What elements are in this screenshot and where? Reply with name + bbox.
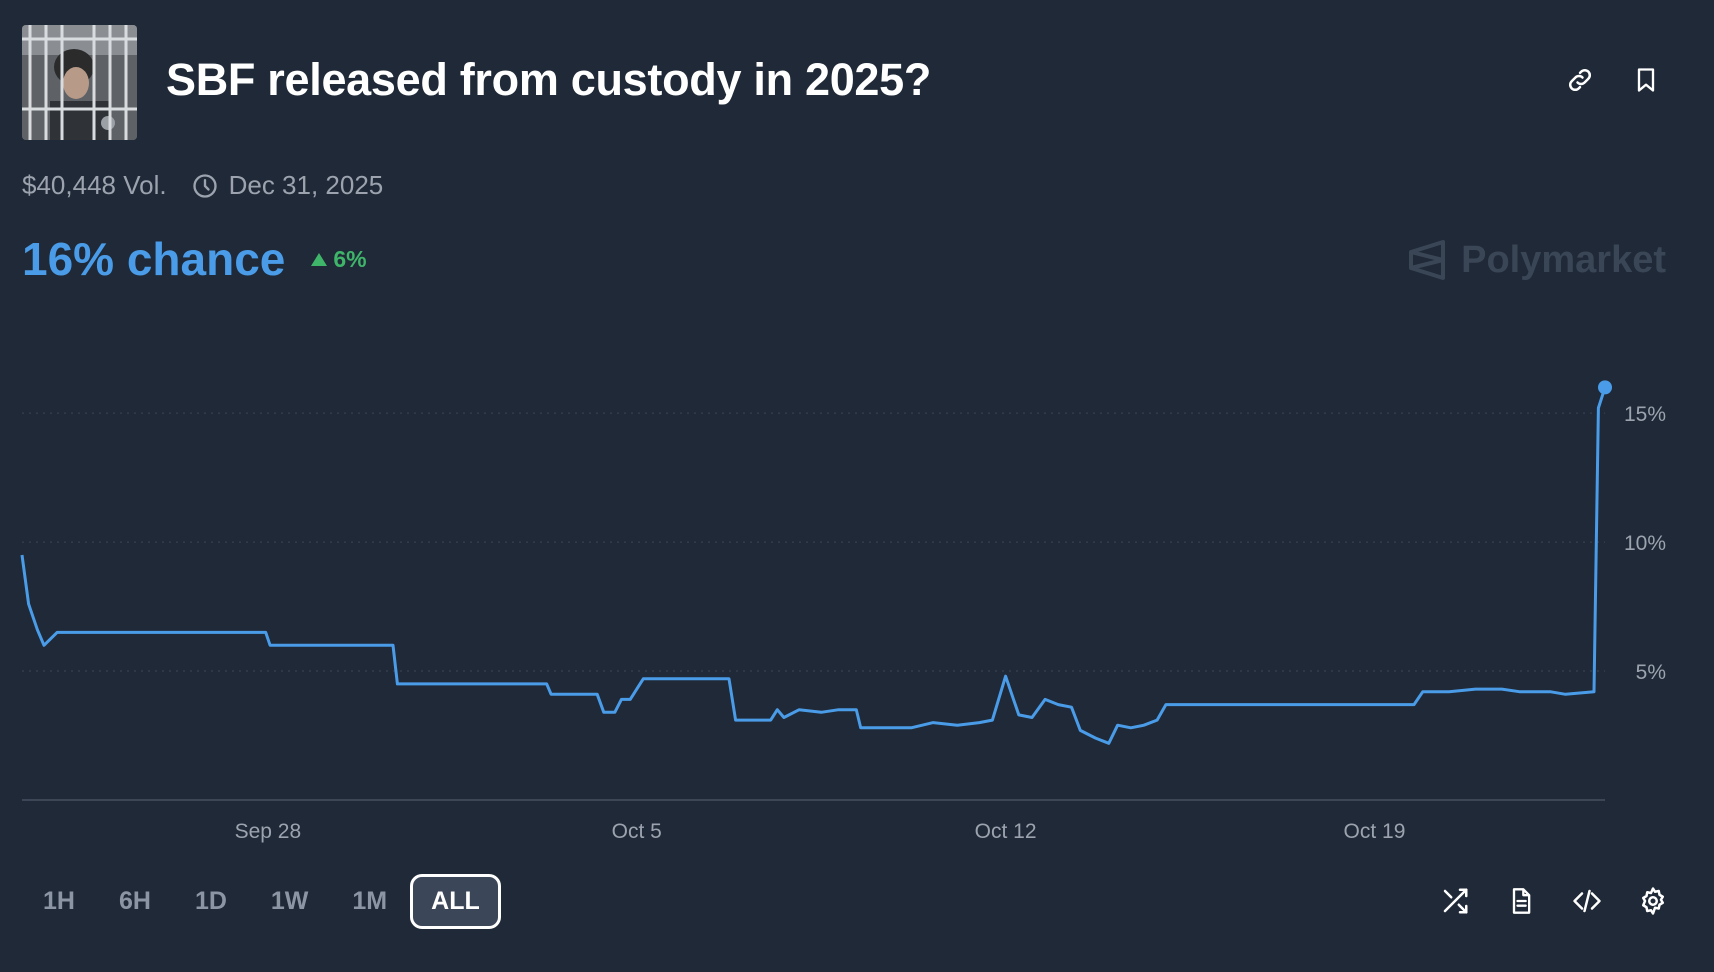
current-value-point (1598, 380, 1612, 395)
link-icon[interactable] (1564, 64, 1596, 96)
clock-icon (191, 172, 219, 200)
up-triangle-icon (311, 252, 328, 266)
range-1d[interactable]: 1D (194, 887, 227, 915)
chance-summary: 16% chance 6% (22, 232, 367, 286)
market-meta: $40,448 Vol. Dec 31, 2025 (22, 170, 383, 201)
time-range-selector: 1H 6H 1D 1W 1M ALL (22, 874, 503, 929)
range-1h[interactable]: 1H (43, 887, 75, 915)
bookmark-icon[interactable] (1630, 64, 1662, 96)
document-icon[interactable] (1504, 884, 1538, 918)
range-1m[interactable]: 1M (352, 887, 388, 915)
market-thumbnail (22, 25, 137, 140)
shuffle-icon[interactable] (1438, 884, 1472, 918)
change-badge: 6% (311, 245, 367, 273)
change-value: 6% (333, 245, 367, 272)
volume-text: $40,448 Vol. (22, 170, 167, 200)
market-title: SBF released from custody in 2025? (166, 54, 932, 105)
x-tick-label: Sep 28 (235, 820, 302, 843)
range-all[interactable]: ALL (410, 874, 501, 929)
brand-name: Polymarket (1461, 238, 1666, 281)
end-date: Dec 31, 2025 (228, 170, 384, 200)
chance-value: 16% chance (22, 233, 286, 285)
range-6h[interactable]: 6H (118, 887, 151, 915)
x-tick-label: Oct 19 (1344, 820, 1406, 843)
y-tick-label: 5% (1636, 661, 1666, 684)
polymarket-logo: Polymarket (1407, 238, 1666, 282)
x-tick-label: Oct 12 (975, 820, 1037, 843)
price-chart: 5% 10% 15% Sep 28 Oct 5 Oct 12 Oct 19 (20, 380, 1666, 843)
code-icon[interactable] (1570, 884, 1604, 918)
y-tick-label: 15% (1624, 403, 1666, 426)
x-tick-label: Oct 5 (612, 820, 662, 843)
gear-icon[interactable] (1636, 884, 1670, 918)
range-1w[interactable]: 1W (270, 887, 309, 915)
y-tick-label: 10% (1624, 532, 1666, 555)
series-line (20, 386, 1607, 745)
